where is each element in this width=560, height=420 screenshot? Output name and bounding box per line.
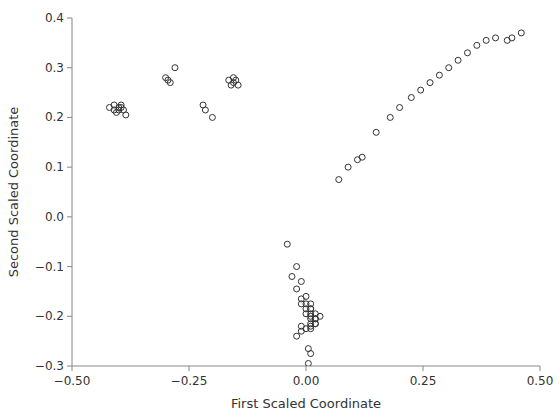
y-tick-label: 0.1 — [45, 160, 64, 174]
point — [202, 107, 208, 113]
point — [294, 333, 300, 339]
point — [464, 50, 470, 56]
point — [172, 65, 178, 71]
y-axis-label: Second Scaled Coordinate — [6, 107, 21, 278]
y-tick-label: 0.4 — [45, 11, 64, 25]
point — [298, 323, 304, 329]
points — [106, 30, 524, 366]
x-axis-label: First Scaled Coordinate — [231, 396, 381, 411]
point — [518, 30, 524, 36]
y-tick — [67, 18, 72, 19]
point — [235, 82, 241, 88]
axes: −0.50 −0.25 0.00 0.25 0.50 −0.3 −0.2 −0.1 0.0 0.1… — [35, 11, 554, 388]
x-tick — [423, 366, 424, 371]
point — [373, 129, 379, 135]
point — [308, 351, 314, 357]
y-tick — [67, 117, 72, 118]
point — [294, 264, 300, 270]
y-tick — [67, 67, 72, 68]
point — [345, 164, 351, 170]
point — [294, 286, 300, 292]
x-tick — [540, 366, 541, 371]
x-tick — [189, 366, 190, 371]
point — [474, 42, 480, 48]
point — [387, 114, 393, 120]
x-tick-label: −0.25 — [171, 374, 208, 388]
point — [509, 35, 515, 41]
y-tick — [67, 316, 72, 317]
point — [397, 104, 403, 110]
chart: −0.50 −0.25 0.00 0.25 0.50 −0.3 −0.2 −0.1 0.0 0.1… — [0, 0, 560, 420]
x-tick-label: −0.50 — [54, 374, 91, 388]
y-tick-label: 0.2 — [45, 110, 64, 124]
point — [289, 274, 295, 280]
point — [455, 57, 461, 63]
point — [305, 361, 311, 366]
point — [123, 112, 129, 118]
x-tick — [306, 366, 307, 371]
point — [312, 321, 318, 327]
point — [303, 311, 309, 317]
point — [209, 114, 215, 120]
y-tick-label: 0.0 — [45, 210, 64, 224]
point — [359, 154, 365, 160]
point — [483, 37, 489, 43]
point — [336, 177, 342, 183]
point — [408, 95, 414, 101]
point — [167, 80, 173, 86]
point — [427, 80, 433, 86]
x-tick-label: 0.50 — [527, 374, 554, 388]
y-tick-label: −0.1 — [35, 260, 64, 274]
point — [436, 72, 442, 78]
y-tick — [67, 216, 72, 217]
y-tick — [67, 167, 72, 168]
y-tick — [67, 266, 72, 267]
point — [493, 35, 499, 41]
x-tick-label: 0.25 — [410, 374, 437, 388]
point — [298, 301, 304, 307]
y-tick-label: −0.3 — [35, 359, 64, 373]
x-tick-label: 0.00 — [293, 374, 320, 388]
y-tick-label: 0.3 — [45, 61, 64, 75]
point — [284, 241, 290, 247]
point — [312, 311, 318, 317]
y-axis-line — [72, 18, 73, 366]
point — [308, 301, 314, 307]
point — [298, 278, 304, 284]
y-tick — [67, 366, 72, 367]
x-tick — [72, 366, 73, 371]
point — [418, 87, 424, 93]
y-tick-label: −0.2 — [35, 309, 64, 323]
point — [446, 65, 452, 71]
